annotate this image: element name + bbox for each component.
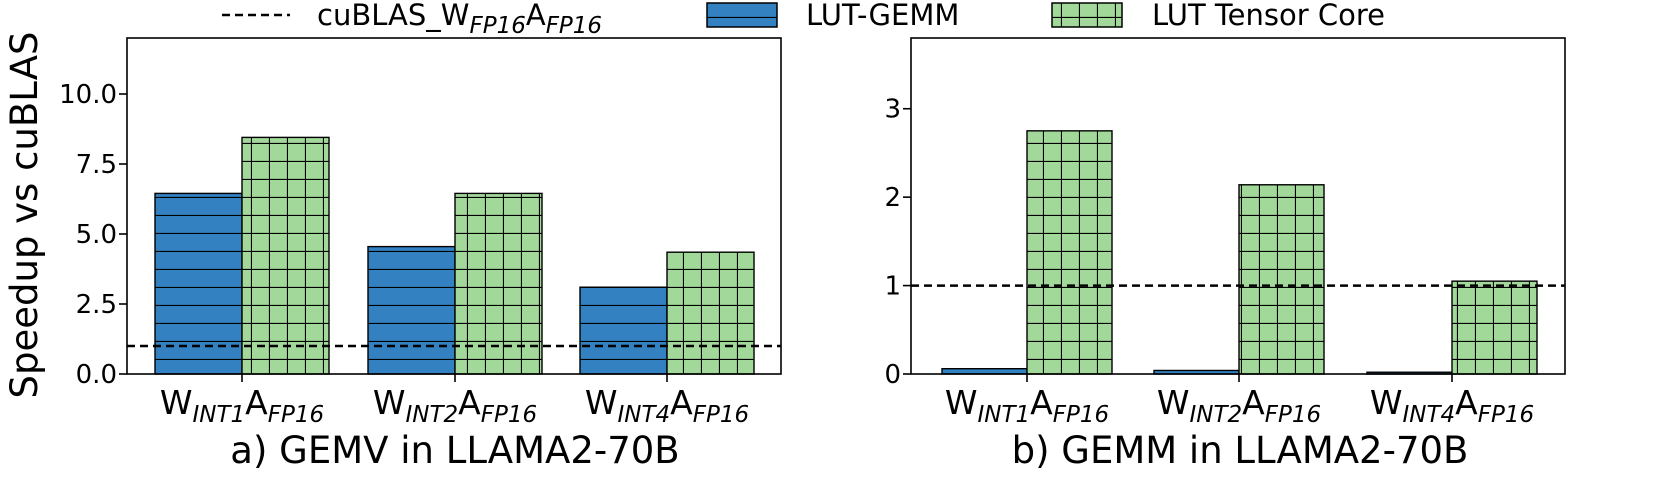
x-tick-label: WINT4AFP16 bbox=[1370, 383, 1534, 428]
legend-lut-tc-swatch bbox=[1051, 2, 1123, 28]
x-tick-label: WINT1AFP16 bbox=[160, 383, 324, 428]
gemv-x-ticks: WINT1AFP16 WINT2AFP16 WINT4AFP16 bbox=[160, 374, 749, 428]
chart-gemm: 0 1 2 3 WINT1AFP16 WINT2AFP16 WINT4AFP16 bbox=[884, 37, 1566, 428]
y-axis-label: Speedup vs cuBLAS bbox=[3, 31, 46, 398]
plot-frame bbox=[126, 37, 782, 375]
y-tick-label: 5.0 bbox=[76, 220, 117, 250]
lut-gemm-bar bbox=[579, 286, 668, 375]
lut-tc-bar bbox=[666, 251, 755, 375]
gemv-bars bbox=[154, 136, 755, 375]
gemm-x-ticks: WINT1AFP16 WINT2AFP16 WINT4AFP16 bbox=[945, 374, 1534, 428]
y-tick-label: 7.5 bbox=[76, 150, 117, 180]
y-tick-label: 3 bbox=[884, 95, 901, 125]
gemv-y-ticks: 0.0 2.5 5.0 7.5 10.0 bbox=[59, 80, 127, 390]
legend-lut-tc-label: LUT Tensor Core bbox=[1152, 0, 1385, 32]
gemv-caption: a) GEMV in LLAMA2-70B bbox=[230, 429, 679, 472]
lut-gemm-bar bbox=[154, 192, 243, 375]
x-tick-label: WINT4AFP16 bbox=[585, 383, 749, 428]
y-tick-label: 10.0 bbox=[59, 80, 117, 110]
lut-tc-bar bbox=[1451, 280, 1538, 375]
lut-tc-bar bbox=[1026, 130, 1113, 375]
plot-frame bbox=[910, 37, 1566, 375]
y-tick-label: 2 bbox=[884, 183, 901, 213]
legend-lut-gemm-swatch bbox=[706, 2, 778, 28]
lut-tc-bar bbox=[1238, 184, 1325, 375]
lut-gemm-bar bbox=[367, 245, 456, 375]
legend: cuBLAS_WFP16AFP16 LUT-GEMM LUT Tensor Co… bbox=[222, 0, 1385, 39]
y-tick-label: 0 bbox=[884, 360, 901, 390]
y-tick-label: 0.0 bbox=[76, 360, 117, 390]
y-tick-label: 1 bbox=[884, 272, 901, 302]
x-tick-label: WINT2AFP16 bbox=[373, 383, 537, 428]
x-tick-label: WINT2AFP16 bbox=[1157, 383, 1321, 428]
gemm-y-ticks: 0 1 2 3 bbox=[884, 95, 911, 390]
gemm-caption: b) GEMM in LLAMA2-70B bbox=[1012, 429, 1469, 472]
chart-gemv: 0.02.55.07.510.0 WINT1AFP16 WINT2AFP16 WIN… bbox=[59, 37, 782, 428]
gemm-bars bbox=[941, 130, 1538, 375]
lut-tc-bar bbox=[454, 192, 543, 375]
lut-tc-bar bbox=[241, 136, 330, 375]
y-tick-label: 2.5 bbox=[76, 290, 117, 320]
legend-lut-gemm-label: LUT-GEMM bbox=[806, 0, 959, 32]
x-tick-label: WINT1AFP16 bbox=[945, 383, 1109, 428]
legend-baseline-label: cuBLAS_WFP16AFP16 bbox=[317, 0, 602, 39]
